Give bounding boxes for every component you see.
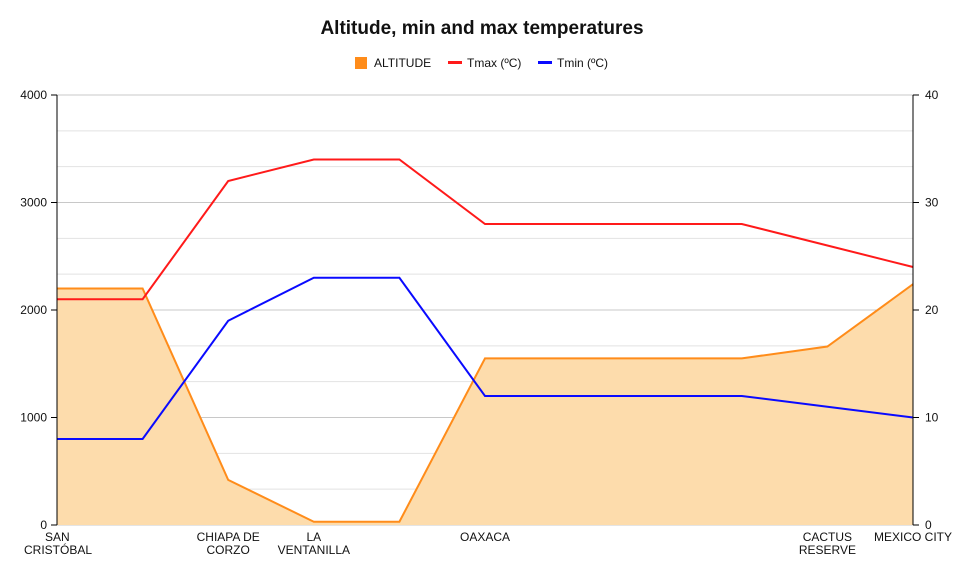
legend-label: ALTITUDE [374, 56, 431, 70]
left-tick-label: 1000 [20, 411, 47, 425]
x-tick-label: CACTUS RESERVE [799, 530, 856, 557]
series-line-1 [57, 158, 914, 301]
x-tick-label: OAXACA [460, 530, 510, 544]
legend-label: Tmax (ºC) [467, 56, 521, 70]
left-tick-label: 4000 [20, 88, 47, 102]
x-tick-label: CHIAPA DE CORZO [197, 530, 260, 557]
left-tick-label: 3000 [20, 196, 47, 210]
x-tick-label: LA VENTANILLA [278, 530, 350, 557]
legend-swatch [448, 61, 462, 64]
x-tick-label: MEXICO CITY [874, 530, 952, 544]
left-tick-label: 2000 [20, 303, 47, 317]
chart-title: Altitude, min and max temperatures [320, 18, 643, 39]
right-tick-label: 30 [925, 196, 939, 210]
x-tick-label: SAN CRISTÓBAL [24, 530, 92, 557]
right-tick-label: 40 [925, 88, 939, 102]
right-tick-label: 10 [925, 411, 939, 425]
legend: ALTITUDE Tmax (ºC) Tmin (ºC) [355, 56, 608, 70]
legend-swatch [355, 57, 367, 69]
left-tick-label: 0 [40, 518, 47, 532]
right-tick-label: 20 [925, 303, 939, 317]
right-tick-label: 0 [925, 518, 932, 532]
altitude-area [57, 284, 913, 525]
legend-swatch [538, 61, 552, 64]
legend-label: Tmin (ºC) [557, 56, 608, 70]
